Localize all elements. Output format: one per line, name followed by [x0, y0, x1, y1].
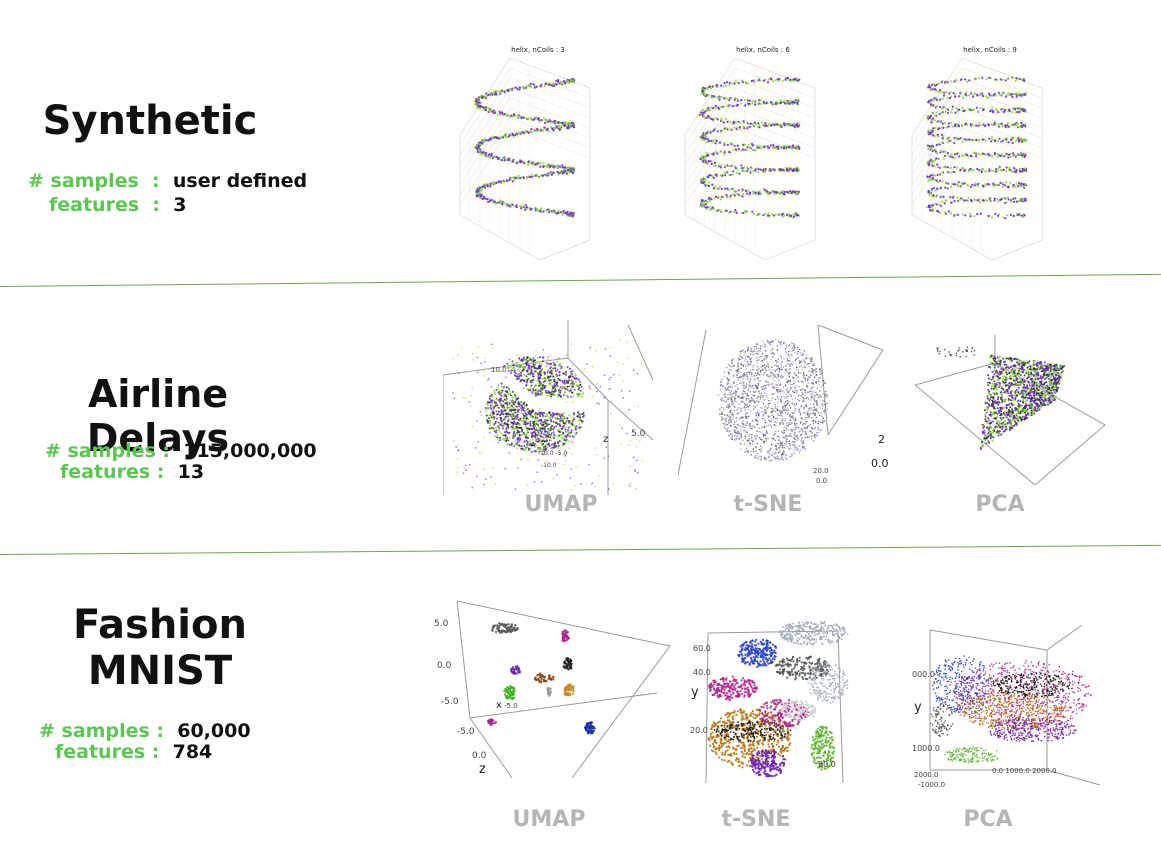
- section-divider: [0, 273, 1161, 287]
- features-value: 784: [172, 741, 213, 763]
- tsne-points: [717, 338, 829, 462]
- 3d-axes-box: [684, 57, 816, 261]
- tick-label: -5.0: [504, 702, 518, 710]
- fashion-title-line1: Fashion: [73, 602, 247, 648]
- helix-points: [698, 76, 801, 219]
- tsne-clusters: [707, 620, 849, 778]
- tick-label: 0.0: [437, 661, 452, 671]
- features-value: 13: [177, 461, 205, 483]
- samples-value: 60,000: [177, 720, 251, 742]
- helix-plot-2: helix, nCoils : 6: [684, 46, 816, 261]
- fashion-title-line2: MNIST: [87, 648, 233, 694]
- colon: :: [145, 194, 174, 216]
- helix-plot-3: helix, nCoils : 9: [911, 46, 1043, 261]
- tick-label: -5.0: [441, 697, 459, 707]
- tick-label: -5.0: [457, 727, 475, 737]
- colon: :: [151, 741, 173, 763]
- helix-plot-title: helix, nCoils : 6: [736, 46, 790, 54]
- helix-points: [925, 76, 1028, 220]
- 3d-axes-box: [911, 57, 1043, 261]
- 3d-axes-box: [459, 57, 591, 261]
- tick-label: y: [914, 700, 922, 715]
- samples-value: 115,000,000: [183, 440, 317, 462]
- tick-label: 20.0: [813, 467, 829, 475]
- umap-clusters: [487, 622, 596, 735]
- tick-label: 20.0: [690, 726, 708, 735]
- features-label: features: [60, 461, 151, 483]
- tick-label: 60.0: [818, 760, 836, 769]
- tick-label: 1000.0: [912, 744, 940, 753]
- tick-label: x: [496, 700, 502, 711]
- tick-label: 0.0: [472, 751, 487, 761]
- fashion-tsne-plot: 60.0 40.0 y 20.0 60.0: [690, 620, 849, 784]
- features-label: features: [49, 194, 140, 216]
- synthetic-samples-row: # samples : user defined: [28, 170, 307, 192]
- tick-label: 0.0: [871, 457, 888, 470]
- tick-label: 2000.0: [914, 771, 939, 779]
- tick-label: 0.0 1000.0 2000.0: [992, 767, 1057, 775]
- airline-features-row: features : 13: [60, 461, 204, 483]
- airline-umap-plot: z 5.0 10.0 -10.0 -5.0 -10.0: [443, 320, 653, 495]
- helix-points: [473, 77, 576, 218]
- section-divider: [0, 544, 1161, 555]
- colon: :: [156, 461, 178, 483]
- tick-label: 5.0: [434, 619, 449, 629]
- samples-label: # samples: [39, 720, 150, 742]
- airline-tsne-plot: 2 0.0 20.0 0.0: [678, 325, 888, 485]
- airline-title: Airline Delays: [86, 372, 230, 460]
- fashion-features-row: features : 784: [55, 741, 212, 763]
- 3d-axes-box: [443, 320, 653, 495]
- fashion-pca-plot: 000.0 y 1000.0 2000.0 -1000.0 0.0 1000.0…: [912, 625, 1101, 789]
- samples-label: # samples: [28, 170, 139, 192]
- 3d-axes-box: [705, 630, 844, 784]
- 3d-axes-box: [929, 625, 1101, 786]
- airline-pca-plot: [915, 335, 1106, 485]
- tick-label: 0.0: [816, 477, 827, 485]
- helix-plot-1: helix, nCoils : 3: [459, 46, 591, 261]
- airline-samples-row: # samples : 115,000,000: [45, 440, 317, 462]
- tick-label: z: [479, 762, 486, 777]
- helix-plot-title: helix, nCoils : 3: [511, 46, 565, 54]
- fashion-samples-row: # samples : 60,000: [39, 720, 251, 742]
- tick-label: 2: [878, 433, 885, 446]
- samples-label: # samples: [45, 440, 156, 462]
- tick-label: 10.0: [491, 366, 507, 374]
- samples-value: user defined: [172, 170, 308, 192]
- tick-label: y: [691, 685, 699, 700]
- umap-points: [452, 339, 643, 491]
- pca-points: [936, 346, 1066, 451]
- fashion-title: Fashion MNIST: [30, 602, 290, 694]
- fashion-umap-plot: 5.0 0.0 -5.0 -5.0 0.0 z x -5.0: [434, 600, 671, 778]
- synthetic-title: Synthetic: [42, 98, 258, 144]
- tick-label: -10.0 -5.0: [538, 450, 567, 457]
- helix-plot-title: helix, nCoils : 9: [963, 46, 1017, 54]
- tick-label: 60.0: [693, 644, 711, 653]
- method-label-umap: UMAP: [512, 807, 586, 832]
- tick-label: 40.0: [693, 668, 711, 677]
- method-label-pca: PCA: [975, 492, 1025, 517]
- method-label-tsne: t-SNE: [733, 492, 803, 517]
- tick-label: z: [603, 434, 608, 445]
- pca-clusters: [929, 655, 1092, 764]
- method-label-umap: UMAP: [524, 492, 598, 517]
- features-label: features: [55, 741, 146, 763]
- tick-label: 000.0: [912, 670, 935, 679]
- tick-label: 5.0: [631, 429, 646, 439]
- tick-label: -1000.0: [918, 781, 945, 789]
- method-label-pca: PCA: [963, 807, 1013, 832]
- tick-label: -10.0: [541, 462, 557, 469]
- 3d-axes-box: [456, 600, 671, 778]
- colon: :: [162, 440, 184, 462]
- features-value: 3: [173, 194, 187, 216]
- colon: :: [156, 720, 178, 742]
- colon: :: [145, 170, 173, 192]
- method-label-tsne: t-SNE: [721, 807, 791, 832]
- synthetic-features-row: features : 3: [49, 194, 186, 216]
